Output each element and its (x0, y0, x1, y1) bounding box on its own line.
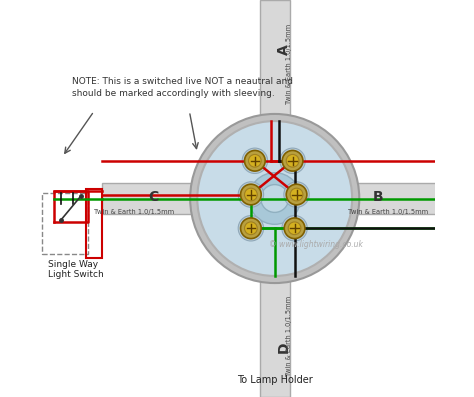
Circle shape (288, 222, 301, 235)
Circle shape (197, 121, 352, 276)
Bar (86, 189, 102, 258)
Text: A: A (277, 44, 291, 55)
Circle shape (245, 188, 257, 201)
Bar (260, 0, 290, 121)
Text: © www.lightwiring.co.uk: © www.lightwiring.co.uk (269, 240, 364, 249)
Text: Twin & Earth 1.0/1.5mm: Twin & Earth 1.0/1.5mm (348, 209, 428, 216)
Circle shape (290, 188, 303, 201)
Text: To Lamp Holder: To Lamp Holder (237, 375, 312, 385)
Circle shape (286, 184, 307, 205)
Bar (43, 193, 88, 254)
Circle shape (261, 185, 289, 212)
Text: Twin & Earth 1.0/1.5mm: Twin & Earth 1.0/1.5mm (94, 209, 174, 216)
Circle shape (241, 218, 261, 239)
Circle shape (282, 216, 307, 241)
Circle shape (248, 154, 261, 167)
Circle shape (284, 182, 309, 207)
Circle shape (190, 114, 359, 283)
Circle shape (238, 182, 264, 207)
Circle shape (249, 173, 301, 224)
Text: Single Way
Light Switch: Single Way Light Switch (48, 260, 104, 279)
Text: D: D (277, 342, 291, 353)
Text: C: C (148, 189, 159, 204)
Circle shape (284, 218, 305, 239)
Text: B: B (373, 189, 383, 204)
Circle shape (241, 184, 261, 205)
Circle shape (245, 150, 265, 171)
Text: Twin & Earth 1.0/1.5mm: Twin & Earth 1.0/1.5mm (286, 23, 292, 104)
Circle shape (282, 150, 303, 171)
Bar (352, 183, 436, 214)
Text: NOTE: This is a switched live NOT a neautral and
should be marked accordingly wi: NOTE: This is a switched live NOT a neau… (72, 77, 293, 98)
Circle shape (286, 154, 299, 167)
Text: Twin & Earth 1.0/1.5mm: Twin & Earth 1.0/1.5mm (286, 295, 292, 376)
Circle shape (238, 216, 264, 241)
Circle shape (245, 222, 257, 235)
Circle shape (280, 148, 305, 173)
Circle shape (242, 148, 267, 173)
Bar (260, 276, 290, 397)
Bar (102, 183, 197, 214)
